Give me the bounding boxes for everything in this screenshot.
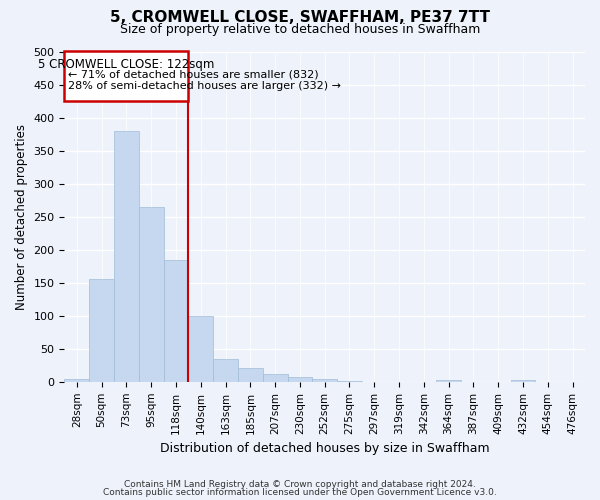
X-axis label: Distribution of detached houses by size in Swaffham: Distribution of detached houses by size … xyxy=(160,442,490,455)
Bar xyxy=(287,377,313,382)
Text: Size of property relative to detached houses in Swaffham: Size of property relative to detached ho… xyxy=(120,22,480,36)
Text: Contains public sector information licensed under the Open Government Licence v3: Contains public sector information licen… xyxy=(103,488,497,497)
Text: ← 71% of detached houses are smaller (832): ← 71% of detached houses are smaller (83… xyxy=(68,70,319,80)
Bar xyxy=(114,131,139,382)
Bar xyxy=(511,380,535,382)
Text: 28% of semi-detached houses are larger (332) →: 28% of semi-detached houses are larger (… xyxy=(68,80,341,90)
Text: 5, CROMWELL CLOSE, SWAFFHAM, PE37 7TT: 5, CROMWELL CLOSE, SWAFFHAM, PE37 7TT xyxy=(110,10,490,25)
Bar xyxy=(313,379,337,382)
Bar xyxy=(64,378,89,382)
Bar xyxy=(89,280,114,382)
Text: Contains HM Land Registry data © Crown copyright and database right 2024.: Contains HM Land Registry data © Crown c… xyxy=(124,480,476,489)
Text: 5 CROMWELL CLOSE: 122sqm: 5 CROMWELL CLOSE: 122sqm xyxy=(38,58,215,71)
Bar xyxy=(337,381,362,382)
Bar xyxy=(263,374,287,382)
Bar xyxy=(64,52,188,101)
Y-axis label: Number of detached properties: Number of detached properties xyxy=(15,124,28,310)
Bar xyxy=(188,316,213,382)
Bar xyxy=(238,368,263,382)
Bar xyxy=(139,207,164,382)
Bar xyxy=(436,380,461,382)
Bar xyxy=(164,260,188,382)
Bar xyxy=(213,358,238,382)
